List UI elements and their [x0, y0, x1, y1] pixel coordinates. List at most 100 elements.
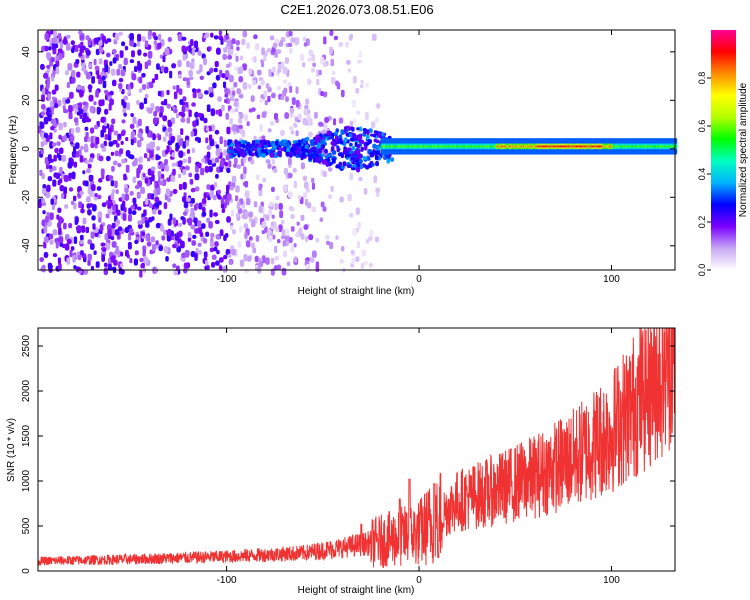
spectrogram-cell [311, 67, 315, 73]
spectrogram-cell [164, 159, 168, 165]
spectrogram-cell [137, 118, 142, 127]
spectrogram-cell [199, 232, 204, 237]
spectrogram-cell [320, 91, 324, 96]
spectrogram-cell [367, 236, 373, 242]
spectrogram-cell [185, 101, 189, 108]
spectrogram-cell [62, 135, 67, 142]
spectrogram-cell [205, 231, 210, 237]
colorbar: 0.0 0.2 0.4 0.6 0.8 Normalized spectral ampl… [697, 30, 749, 276]
snr-ytick-label: 2000 [21, 379, 32, 402]
spectrogram-cell [94, 193, 98, 197]
spectrogram-cell [178, 173, 182, 179]
spectrogram-cell [96, 74, 101, 80]
spectrogram-cell [48, 46, 52, 51]
spectrogram-cell [48, 164, 53, 169]
spectrogram-cell [253, 201, 258, 208]
spectrogram-cell [269, 120, 274, 126]
spectrogram-cell [229, 185, 235, 191]
spectrogram-cell [262, 255, 266, 264]
spectrogram-cell [130, 138, 134, 146]
spectrogram-cell [129, 228, 134, 235]
spectrogram-cell [190, 208, 195, 214]
spectrogram-cell [190, 211, 195, 217]
spectrogram-cell [197, 50, 202, 56]
spectrogram-cell [79, 190, 84, 196]
spectrogram-cell [201, 207, 206, 212]
spectrogram-cell [53, 154, 57, 162]
spectrogram-cell [177, 33, 183, 42]
spectrogram-cell [345, 41, 349, 48]
spectrogram-cell [334, 131, 338, 135]
spectrogram-cell [218, 30, 223, 36]
spectrogram-cell [224, 161, 229, 167]
spectrogram-cell [333, 118, 337, 126]
spectrogram-cell [290, 37, 295, 43]
spectrogram-cell [235, 40, 240, 46]
spectrogram-cell [209, 184, 215, 191]
spectrogram-cell [163, 202, 168, 210]
spectrogram-cell [302, 138, 307, 144]
spectrogram-cell [51, 89, 57, 95]
spectrogram-cell [280, 147, 285, 152]
spectrogram-cell [57, 222, 62, 229]
spectrogram-cell [80, 208, 85, 214]
spectrogram-cell [67, 161, 73, 169]
spectrogram-cell [145, 220, 150, 228]
spectrogram-cell [339, 196, 344, 203]
spectrogram-cell [76, 85, 82, 90]
spectrogram-cell [64, 243, 70, 251]
spectrogram-cell [149, 141, 154, 150]
spectrogram-cell [155, 202, 160, 208]
spectrogram-cell [305, 136, 309, 142]
spectrogram-cell [321, 139, 326, 145]
spectrogram-cell [360, 84, 364, 89]
spectrogram-cell [293, 180, 297, 189]
spectrogram-cell [107, 208, 113, 215]
spectrogram-cell [341, 89, 345, 98]
spectrogram-cell [60, 193, 65, 199]
spectrogram-cell [181, 105, 186, 113]
spectrogram-cell [130, 205, 135, 210]
spectrogram-cell [253, 34, 258, 40]
spectrogram-cell [226, 167, 231, 174]
spectrogram-cell [143, 153, 148, 159]
spectrogram-cell [85, 72, 91, 80]
spectrogram-cell [70, 200, 75, 205]
spectrogram-cell [49, 239, 54, 245]
spectrogram-cell [46, 184, 51, 192]
spectrogram-cell [218, 108, 223, 117]
spectrogram-cell [58, 263, 62, 271]
spectrogram-cell [105, 213, 110, 219]
spectrogram-cell [123, 173, 127, 181]
spectrogram-cell [229, 96, 235, 102]
spectrogram-cell [324, 148, 328, 154]
spectrogram-cell [144, 40, 149, 48]
spectrogram-cell [138, 76, 143, 84]
spectrogram-cell [178, 138, 183, 147]
spectrogram-cell [239, 259, 244, 267]
spectrogram-cell [323, 36, 327, 45]
spectrogram-cell [233, 157, 238, 165]
spectrogram-cell [49, 141, 54, 149]
spectrogram-cell [210, 241, 214, 248]
spectrogram-cell [303, 108, 308, 116]
spectrogram-cell [346, 164, 352, 168]
spectrogram-cell [293, 122, 297, 128]
spectrogram-cell [302, 117, 307, 126]
spectrogram-cell [245, 240, 251, 248]
spectrogram-cell [159, 111, 163, 118]
spectrogram-cell [100, 117, 105, 123]
spectrogram-cell [201, 53, 206, 59]
spectrogram-cell [106, 52, 111, 58]
spectrogram-cell [88, 85, 92, 93]
spectrogram-cell [269, 201, 273, 207]
spectrogram-cell [256, 114, 261, 120]
spectrogram-cell [86, 196, 91, 203]
spectrogram-cell [274, 255, 279, 261]
spectrogram-cell [92, 223, 96, 230]
spectrogram-cell [44, 33, 49, 41]
spectrogram-cell [297, 141, 302, 147]
spectrogram-cell [312, 62, 316, 68]
spectrogram-cell [241, 38, 246, 46]
spectrogram-cell [325, 234, 330, 240]
